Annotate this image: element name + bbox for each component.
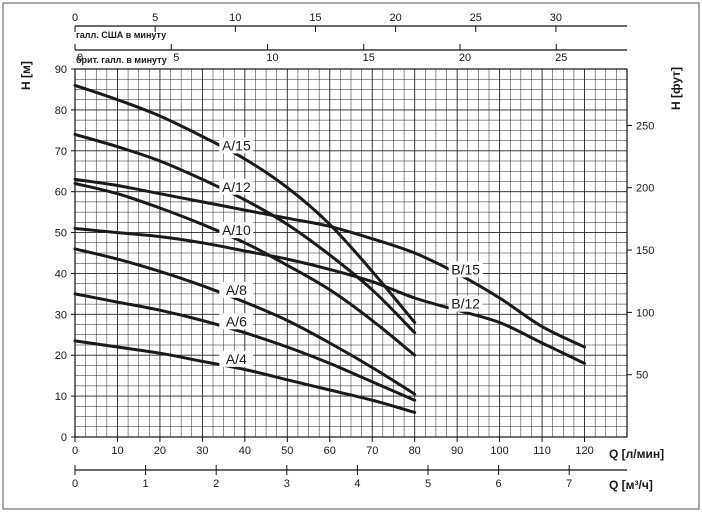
y-tick-label: 10 bbox=[55, 391, 67, 403]
series-label-bg-a-12 bbox=[219, 178, 254, 195]
x2-tick-label: 3 bbox=[284, 478, 290, 490]
uk-gpm-tick-label: 5 bbox=[173, 52, 179, 64]
y2-tick-label: 250 bbox=[636, 120, 654, 132]
x-tick-label: 50 bbox=[281, 445, 293, 457]
y-tick-label: 90 bbox=[55, 64, 67, 76]
x2-axis-label: Q [м³/ч] bbox=[609, 478, 653, 492]
y-axis-label: H [м] bbox=[19, 61, 33, 90]
us-gpm-tick-label: 30 bbox=[550, 12, 562, 24]
us-gpm-tick-label: 5 bbox=[152, 12, 158, 24]
x2-tick-label: 4 bbox=[354, 478, 360, 490]
y-tick-label: 40 bbox=[55, 268, 67, 280]
series-label-a-12: A/12 bbox=[222, 179, 251, 195]
series-label-bg-a-10 bbox=[219, 222, 254, 239]
uk-gpm-tick-label: 15 bbox=[363, 52, 375, 64]
series-label-b-12: B/12 bbox=[451, 296, 480, 312]
series-label-bg-b-12 bbox=[448, 295, 483, 312]
x-tick-label: 110 bbox=[533, 445, 551, 457]
x-tick-label: 20 bbox=[154, 445, 166, 457]
us-gpm-tick-label: 0 bbox=[72, 12, 78, 24]
series-line-b-15 bbox=[73, 177, 586, 349]
top-axis-us-label: галл. США в минуту bbox=[76, 30, 166, 40]
series-label-a-15: A/15 bbox=[222, 137, 251, 153]
x-tick-label: 90 bbox=[451, 445, 463, 457]
top-axis-uk-label: брит. галл. в минуту bbox=[76, 55, 167, 65]
series-line-b-12 bbox=[73, 227, 586, 365]
plot-border bbox=[74, 68, 628, 438]
x2-tick-label: 6 bbox=[496, 478, 502, 490]
x2-tick-label: 1 bbox=[143, 478, 149, 490]
series-line-a-8 bbox=[73, 247, 417, 396]
uk-gpm-tick-label: 0 bbox=[77, 52, 83, 64]
y2-tick-label: 150 bbox=[636, 245, 654, 257]
y2-tick-label: 50 bbox=[636, 370, 648, 382]
y2-tick-label: 200 bbox=[636, 183, 654, 195]
series-line-a-4 bbox=[73, 339, 417, 414]
series-label-bg-a-8 bbox=[219, 281, 254, 298]
x2-tick-label: 0 bbox=[72, 478, 78, 490]
x-tick-label: 10 bbox=[111, 445, 123, 457]
x-tick-label: 80 bbox=[409, 445, 421, 457]
y-tick-label: 30 bbox=[55, 309, 67, 321]
labels: H [м] H [фут] Q [л/мин] Q [м³/ч] галл. С… bbox=[19, 30, 683, 492]
series-line-a-15 bbox=[73, 83, 417, 324]
x-tick-label: 30 bbox=[196, 445, 208, 457]
us-gpm-tick-label: 20 bbox=[389, 12, 401, 24]
series-label-b-15: B/15 bbox=[451, 261, 480, 277]
x-tick-label: 0 bbox=[72, 445, 78, 457]
y-tick-label: 20 bbox=[55, 350, 67, 362]
series-label-bg-a-6 bbox=[219, 313, 254, 330]
series-label-bg-a-15 bbox=[219, 137, 254, 154]
uk-gpm-tick-label: 20 bbox=[459, 52, 471, 64]
x2-tick-label: 7 bbox=[566, 478, 572, 490]
us-gpm-tick-label: 10 bbox=[229, 12, 241, 24]
x-tick-label: 40 bbox=[239, 445, 251, 457]
y-tick-label: 60 bbox=[55, 187, 67, 199]
x-tick-label: 120 bbox=[575, 445, 593, 457]
x-tick-label: 60 bbox=[324, 445, 336, 457]
us-gpm-tick-label: 25 bbox=[470, 12, 482, 24]
series-line-a-10 bbox=[73, 182, 417, 357]
y2-axis-label: H [фут] bbox=[669, 67, 683, 110]
x2-tick-label: 5 bbox=[425, 478, 431, 490]
series: A/15 A/12 A/10 A/8 A/6 A/4 B/15 B/12 bbox=[73, 83, 586, 414]
series-label-a-4: A/4 bbox=[226, 351, 247, 367]
series-label-a-8: A/8 bbox=[226, 282, 247, 298]
series-label-bg-b-15 bbox=[448, 261, 483, 278]
series-label-a-6: A/6 bbox=[226, 313, 247, 329]
y-tick-label: 0 bbox=[61, 432, 67, 444]
y-tick-label: 80 bbox=[55, 105, 67, 117]
x-axis-label: Q [л/мин] bbox=[609, 447, 664, 461]
uk-gpm-tick-label: 10 bbox=[266, 52, 278, 64]
y-tick-label: 50 bbox=[55, 228, 67, 240]
x-tick-label: 70 bbox=[366, 445, 378, 457]
y2-tick-label: 100 bbox=[636, 307, 654, 319]
series-label-bg-a-4 bbox=[219, 350, 254, 367]
series-line-a-6 bbox=[73, 292, 417, 402]
y-tick-label: 70 bbox=[55, 146, 67, 158]
series-label-a-10: A/10 bbox=[222, 222, 251, 238]
x2-tick-label: 2 bbox=[213, 478, 219, 490]
uk-gpm-tick-label: 25 bbox=[555, 52, 567, 64]
us-gpm-tick-label: 15 bbox=[309, 12, 321, 24]
x-tick-label: 100 bbox=[490, 445, 508, 457]
